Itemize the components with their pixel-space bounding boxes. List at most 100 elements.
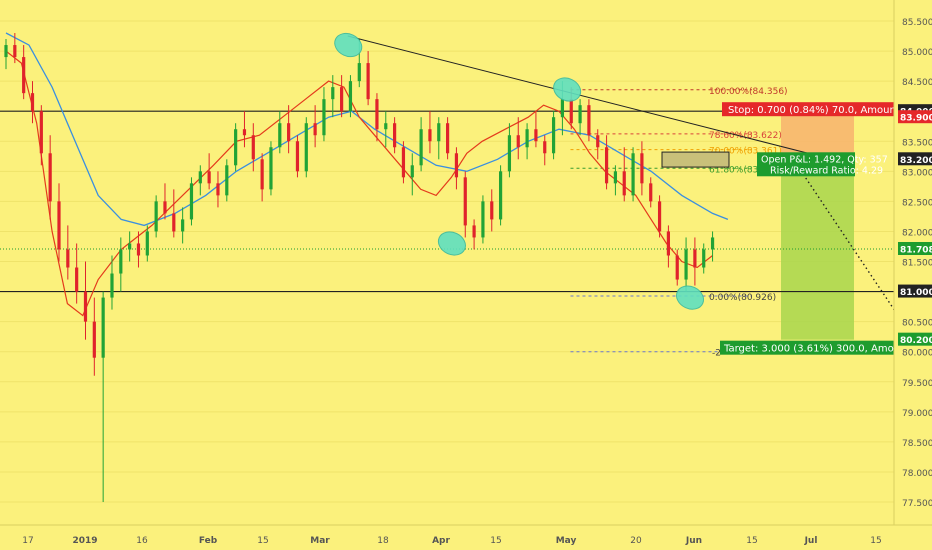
target-label: Target: 3.000 (3.61%) 300.0, Amount: 2 bbox=[723, 344, 923, 355]
candle-body bbox=[357, 63, 361, 82]
time-tick-label: 15 bbox=[490, 536, 501, 546]
price-badge bbox=[898, 284, 932, 298]
candle-body bbox=[251, 135, 255, 160]
candle-body bbox=[437, 123, 441, 142]
fib-level-label: 78.60%(83.622) bbox=[709, 131, 782, 141]
time-tick-label: 2019 bbox=[72, 536, 97, 546]
price-badge-label: 83.200 bbox=[900, 156, 932, 166]
price-tick-label: 80.000 bbox=[902, 349, 932, 359]
time-tick-label: Feb bbox=[199, 536, 218, 546]
candle-body bbox=[640, 153, 644, 184]
candle-body bbox=[313, 123, 317, 136]
candle-body bbox=[631, 153, 635, 196]
time-tick-label: Apr bbox=[432, 536, 450, 546]
candle-body bbox=[613, 171, 618, 184]
price-badge bbox=[898, 241, 932, 255]
price-tick-label: 85.000 bbox=[902, 48, 932, 58]
price-badge-label: 81.708 bbox=[900, 245, 932, 255]
price-tick-label: 84.500 bbox=[902, 78, 932, 88]
target-label-box bbox=[720, 340, 894, 355]
position-zones bbox=[781, 113, 854, 340]
candle-body bbox=[331, 87, 335, 100]
price-badge-label: 80.200 bbox=[900, 336, 932, 346]
price-tick-label: 78.000 bbox=[902, 469, 932, 479]
candle-body bbox=[242, 129, 247, 136]
candle-body bbox=[181, 219, 185, 232]
candle-body bbox=[66, 249, 70, 268]
time-tick-label: 17 bbox=[22, 536, 33, 546]
candle-body bbox=[384, 123, 388, 130]
stop-label-box bbox=[722, 102, 894, 117]
time-tick-label: 16 bbox=[136, 536, 148, 546]
price-tick-label: 78.500 bbox=[902, 439, 932, 449]
candle-body bbox=[569, 99, 573, 124]
candle-body bbox=[340, 87, 344, 112]
candle-body bbox=[516, 135, 520, 148]
candle-body bbox=[472, 225, 476, 238]
price-badge-label: 81.000 bbox=[900, 288, 932, 298]
candle-body bbox=[710, 237, 715, 250]
candle-body bbox=[13, 45, 17, 58]
highlight-ellipse[interactable] bbox=[331, 29, 366, 61]
candle-body bbox=[666, 231, 670, 256]
price-badge bbox=[898, 110, 932, 124]
price-tick-label: 82.500 bbox=[902, 198, 932, 208]
candle-body bbox=[596, 135, 600, 148]
highlight-ellipse[interactable] bbox=[435, 228, 470, 260]
candle-body bbox=[693, 249, 697, 268]
price-tick-label: 80.500 bbox=[902, 319, 932, 329]
open-pnl-label: Open P&L: 1.492, Qty: 357 bbox=[761, 154, 888, 165]
candle-body bbox=[702, 249, 706, 268]
time-tick-label: Jun bbox=[685, 536, 702, 546]
candle-body bbox=[401, 147, 406, 178]
candle-body bbox=[101, 297, 105, 358]
fibonacci-retracement[interactable]: 100.00%(84.356) 78.60%(83.622) 70.00%(83.3… bbox=[570, 87, 788, 359]
candle-body bbox=[163, 201, 167, 214]
time-axis[interactable]: 17 2019 16 Feb 15 Mar 18 Apr 15 May 20 Jun 15 Jul 15 bbox=[0, 524, 932, 546]
candle-body bbox=[587, 105, 591, 136]
candle-body bbox=[128, 243, 132, 250]
candle-body bbox=[481, 201, 485, 238]
candle-body bbox=[419, 129, 423, 166]
stop-zone bbox=[781, 113, 854, 160]
candle-body bbox=[48, 153, 52, 202]
price-tick-label: 85.500 bbox=[902, 18, 932, 28]
candle-body bbox=[57, 201, 61, 250]
price-badge bbox=[898, 152, 932, 166]
candle-body bbox=[525, 129, 529, 148]
price-tick-label: 82.000 bbox=[902, 228, 932, 238]
candle-body bbox=[198, 171, 202, 184]
candle-body bbox=[207, 171, 211, 184]
candle-body bbox=[75, 267, 79, 292]
candle-body bbox=[216, 183, 220, 196]
price-tick-label: 83.000 bbox=[902, 168, 932, 178]
entry-box[interactable] bbox=[661, 151, 730, 168]
candle-body bbox=[375, 99, 379, 130]
candle-body bbox=[145, 231, 149, 256]
price-badge-label: 83.900 bbox=[900, 114, 932, 124]
candle-body bbox=[22, 57, 26, 94]
moving-averages bbox=[5, 32, 729, 317]
candle-body bbox=[348, 81, 353, 112]
stop-label: Stop: 0.700 (0.84%) 70.0, Amount: 75 bbox=[728, 105, 919, 116]
candle-body bbox=[295, 141, 300, 172]
price-tick-label: 83.500 bbox=[902, 138, 932, 148]
price-tick-label: 79.500 bbox=[902, 379, 932, 389]
candle-body bbox=[622, 171, 626, 196]
drawings[interactable] bbox=[331, 29, 913, 338]
candle-body bbox=[578, 105, 582, 124]
price-axis[interactable]: 85.50085.00084.50084.00083.50083.00082.5… bbox=[893, 0, 932, 550]
price-tick-label: 77.500 bbox=[902, 499, 932, 509]
highlight-ellipse[interactable] bbox=[673, 282, 708, 314]
risk-reward-label: Risk/Reward Ratio: 4.29 bbox=[770, 165, 883, 176]
candle-body bbox=[136, 243, 141, 256]
candle-body bbox=[551, 117, 556, 154]
open-pnl-box bbox=[757, 152, 855, 177]
candle-body bbox=[39, 111, 43, 154]
trendline[interactable] bbox=[347, 35, 832, 160]
highlight-ellipse[interactable] bbox=[550, 74, 585, 106]
position-labels: Stop: 0.700 (0.84%) 70.0, Amount: 75 Open… bbox=[720, 102, 923, 355]
time-tick-label: Jul bbox=[804, 536, 818, 546]
